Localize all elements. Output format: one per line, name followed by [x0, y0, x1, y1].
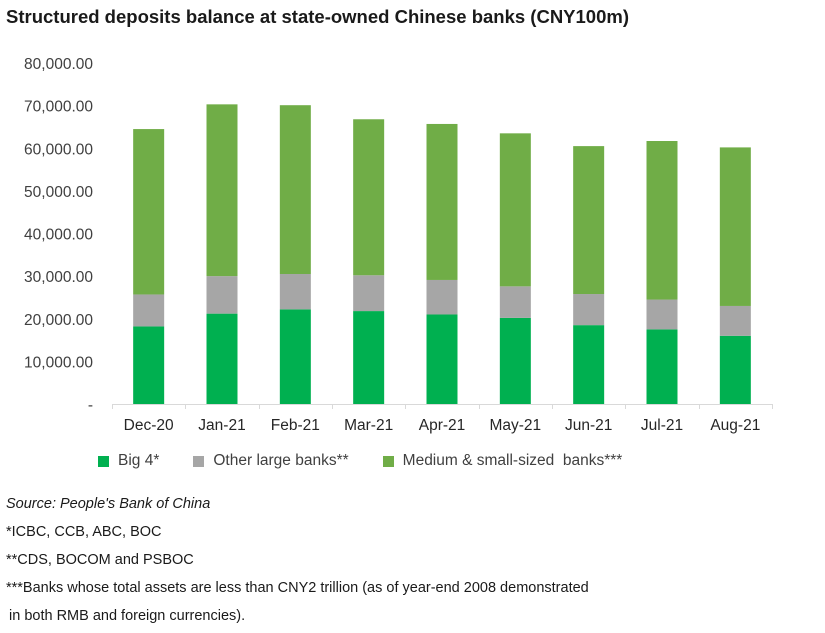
- bar-segment-mar-21-s1: [353, 275, 385, 312]
- bar-segment-apr-21-s2: [426, 123, 458, 280]
- x-tick-label: Aug-21: [710, 417, 760, 434]
- bar-segment-jul-21-s0: [646, 329, 678, 404]
- bar-segment-jul-21-s2: [646, 141, 678, 300]
- chart-title: Structured deposits balance at state-own…: [6, 6, 629, 27]
- legend: Big 4* Other large banks** Medium & smal…: [98, 452, 656, 470]
- bar-segment-jan-21-s0: [206, 313, 238, 404]
- bar-segment-feb-21-s2: [279, 105, 311, 274]
- x-tick-label: Apr-21: [419, 417, 466, 434]
- bar-segment-may-21-s2: [499, 133, 531, 287]
- y-tick-label: 80,000.00: [24, 56, 93, 73]
- x-axis: Dec-20 Jan-21 Feb-21 Mar-21 Apr-21 May-21 Jun-…: [112, 404, 773, 434]
- y-tick-label: -: [88, 397, 93, 414]
- source-note: Source: People's Bank of China: [6, 496, 211, 512]
- x-tick-label: Dec-20: [124, 417, 174, 434]
- bar-segment-dec-20-s2: [133, 129, 165, 295]
- bar-segment-may-21-s0: [499, 317, 531, 404]
- bar-segment-dec-20-s0: [133, 326, 165, 404]
- x-tick-label: Mar-21: [344, 417, 393, 434]
- legend-item-big4: Big 4*: [98, 452, 159, 470]
- legend-item-other-large: Other large banks**: [193, 452, 349, 470]
- x-tick-label: Feb-21: [271, 417, 320, 434]
- bar-segment-jun-21-s2: [573, 146, 605, 295]
- bar-segment-jan-21-s1: [206, 276, 238, 314]
- bar-segment-feb-21-s1: [279, 273, 311, 310]
- bar-segment-jul-21-s1: [646, 299, 678, 330]
- x-tick-label: Jun-21: [565, 417, 612, 434]
- footnote-1: *ICBC, CCB, ABC, BOC: [6, 524, 162, 540]
- legend-item-medium-small: Medium & small-sized banks***: [382, 452, 623, 470]
- legend-label-other-large: Other large banks**: [213, 452, 349, 469]
- bars: [133, 104, 751, 404]
- y-tick-label: 30,000.00: [24, 269, 93, 286]
- x-tick-label: Jul-21: [641, 417, 683, 434]
- bar-segment-jun-21-s1: [573, 294, 605, 326]
- legend-swatch-big4: [98, 455, 109, 467]
- footnote-3: ***Banks whose total assets are less tha…: [6, 580, 589, 596]
- stacked-bar-chart: - 10,000.00 20,000.00 30,000.00 40,000.00 50,…: [24, 56, 773, 434]
- footnote-2: **CDS, BOCOM and PSBOC: [6, 552, 194, 568]
- bar-segment-aug-21-s2: [719, 147, 751, 306]
- bar-segment-aug-21-s0: [719, 335, 751, 404]
- bar-segment-may-21-s1: [499, 286, 531, 318]
- x-tick-label: Jan-21: [198, 417, 245, 434]
- bar-segment-jan-21-s2: [206, 104, 238, 277]
- y-axis: - 10,000.00 20,000.00 30,000.00 40,000.00 50,…: [24, 56, 93, 414]
- footnotes: Source: People's Bank of China *ICBC, CC…: [6, 494, 589, 626]
- y-tick-label: 20,000.00: [24, 312, 93, 329]
- bar-segment-apr-21-s0: [426, 314, 458, 404]
- bar-segment-mar-21-s0: [353, 311, 385, 404]
- bar-segment-jun-21-s0: [573, 325, 605, 404]
- bar-segment-aug-21-s1: [719, 305, 751, 336]
- legend-label-medium-small: Medium & small-sized banks***: [402, 452, 623, 469]
- legend-label-big4: Big 4*: [118, 452, 160, 469]
- x-tick-label: May-21: [489, 417, 541, 434]
- bar-segment-apr-21-s1: [426, 279, 458, 315]
- bar-segment-feb-21-s0: [279, 309, 311, 404]
- y-tick-label: 60,000.00: [24, 141, 93, 158]
- y-tick-label: 10,000.00: [24, 354, 93, 371]
- bar-segment-mar-21-s2: [353, 119, 385, 276]
- footnote-3-continued: in both RMB and foreign currencies).: [9, 608, 246, 624]
- legend-swatch-medium-small: [382, 455, 394, 467]
- y-tick-label: 50,000.00: [24, 184, 93, 201]
- legend-swatch-other-large: [193, 455, 205, 467]
- y-tick-label: 70,000.00: [24, 99, 93, 116]
- bar-segment-dec-20-s1: [133, 294, 165, 327]
- y-tick-label: 40,000.00: [24, 227, 93, 244]
